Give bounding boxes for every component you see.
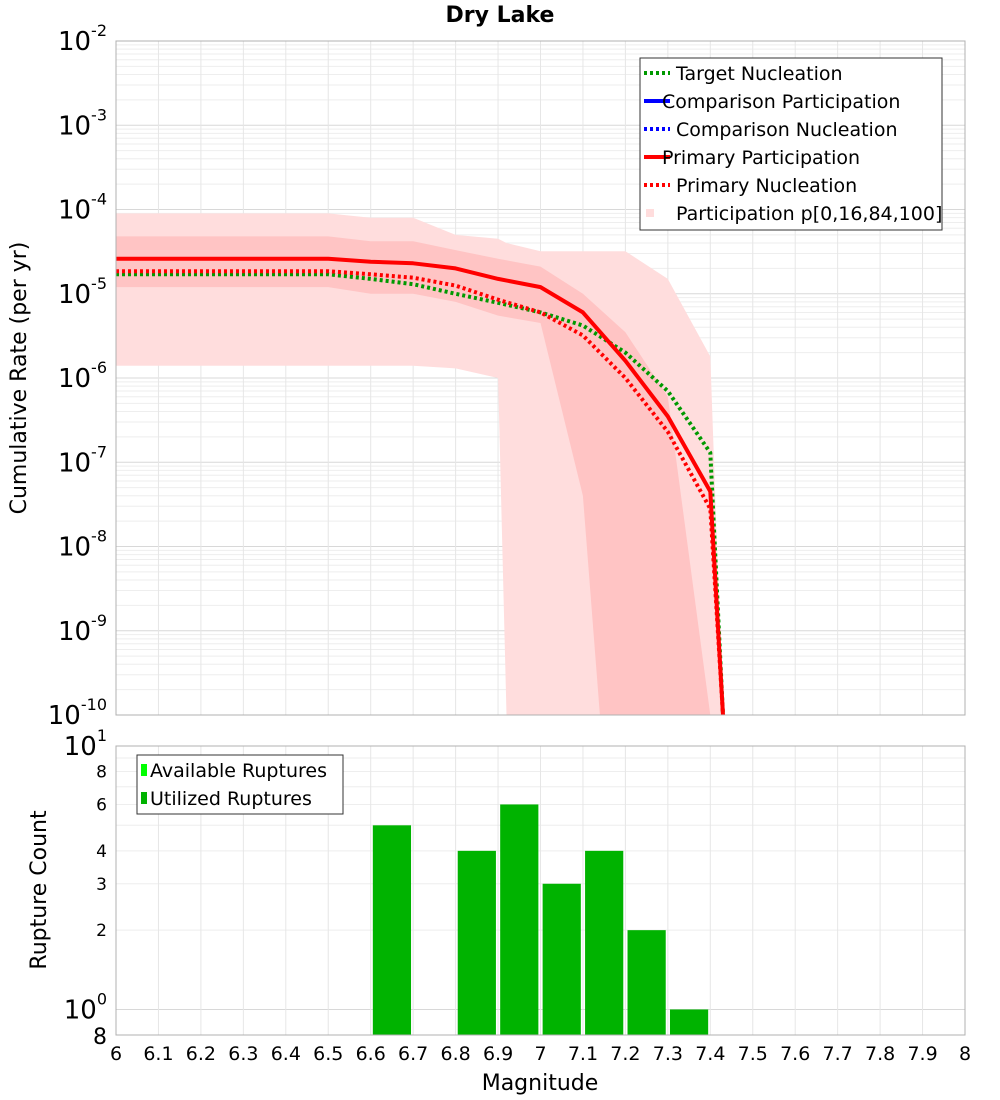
- bar: [669, 1009, 709, 1035]
- series-line: [116, 256, 725, 715]
- x-tick-label: 6.4: [271, 1043, 301, 1065]
- y-tick-label: 10-7: [58, 442, 107, 478]
- x-tick-label: 7: [534, 1043, 546, 1065]
- legend-box: [136, 754, 344, 815]
- y-tick-label: 10-8: [58, 527, 107, 563]
- x-tick-label: 7.7: [823, 1043, 853, 1065]
- series-line: [116, 272, 725, 715]
- bar: [542, 883, 581, 1035]
- y-tick-label: 8: [96, 763, 107, 783]
- bar: [372, 825, 412, 1035]
- y-tick-label: 3: [96, 875, 107, 895]
- x-tick-label: 6.5: [313, 1043, 343, 1065]
- x-tick-label: 6.8: [440, 1043, 470, 1065]
- rate-plot: 10-1010-910-810-710-610-510-410-310-2Tar…: [48, 21, 966, 731]
- data-layer: [116, 213, 725, 715]
- y-tick-label: 10-3: [58, 105, 107, 141]
- y-tick-label: 101: [64, 726, 107, 762]
- bottom-y-axis-label: Rupture Count: [27, 810, 52, 970]
- x-tick-label: 6: [110, 1043, 122, 1065]
- y-tick-label: 6: [96, 795, 107, 815]
- y-tick-label: 2: [96, 921, 107, 941]
- x-tick-label: 7.1: [568, 1043, 598, 1065]
- top-y-axis-label: Cumulative Rate (per yr): [7, 242, 32, 515]
- y-tick-label: 10-9: [58, 611, 107, 647]
- y-tick-label: 100: [64, 989, 107, 1025]
- x-tick-label: 6.6: [356, 1043, 386, 1065]
- x-tick-label: 6.7: [398, 1043, 428, 1065]
- x-tick-label: 7.2: [610, 1043, 640, 1065]
- y-tick-label: 10-5: [58, 274, 107, 310]
- legend-label: Comparison Nucleation: [676, 119, 898, 141]
- x-tick-label: 6.1: [143, 1043, 173, 1065]
- x-tick-label: 8: [959, 1043, 971, 1065]
- bar: [457, 850, 496, 1035]
- x-tick-label: 6.9: [483, 1043, 513, 1065]
- bar: [627, 930, 666, 1035]
- legend-label: Available Ruptures: [150, 760, 327, 782]
- x-tick-label: 7.8: [865, 1043, 895, 1065]
- x-tick-label: 7.3: [653, 1043, 683, 1065]
- legend-label: Primary Nucleation: [676, 175, 857, 197]
- legend-swatch: [141, 792, 147, 804]
- plot-border: [115, 40, 966, 716]
- legend: Target Nucleation Comparison Participatio…: [639, 57, 943, 231]
- x-tick-label: 7.5: [738, 1043, 768, 1065]
- y-tick-label: 10-6: [58, 358, 107, 394]
- y-tick-label: 10-2: [58, 21, 107, 57]
- x-tick-label: 7.9: [907, 1043, 937, 1065]
- series-line: [116, 269, 725, 715]
- x-tick-label: 7.6: [780, 1043, 810, 1065]
- bar: [500, 804, 539, 1035]
- x-tick-label: 7.4: [695, 1043, 725, 1065]
- legend-label: Utilized Ruptures: [150, 788, 312, 810]
- percentile-band: [116, 236, 711, 715]
- legend-label: Primary Participation: [662, 147, 860, 169]
- legend-box: [639, 57, 943, 231]
- y-tick-label: 8: [93, 1025, 107, 1050]
- legend-swatch: [646, 209, 654, 217]
- legend-label: Comparison Participation: [662, 91, 900, 113]
- y-tick-label: 10-4: [58, 190, 107, 226]
- x-tick-label: 6.2: [186, 1043, 216, 1065]
- legend-label: Target Nucleation: [675, 63, 843, 85]
- y-tick-label: 4: [96, 842, 107, 862]
- x-axis-label: Magnitude: [482, 1071, 599, 1096]
- legend: Available Ruptures Utilized Ruptures: [136, 754, 344, 815]
- plot-border: [115, 745, 966, 1036]
- legend-label: Participation p[0,16,84,100]: [676, 203, 942, 225]
- chart-title: Dry Lake: [446, 3, 555, 28]
- bar: [585, 850, 624, 1035]
- x-tick-label: 6.3: [228, 1043, 258, 1065]
- legend-swatch: [141, 764, 147, 776]
